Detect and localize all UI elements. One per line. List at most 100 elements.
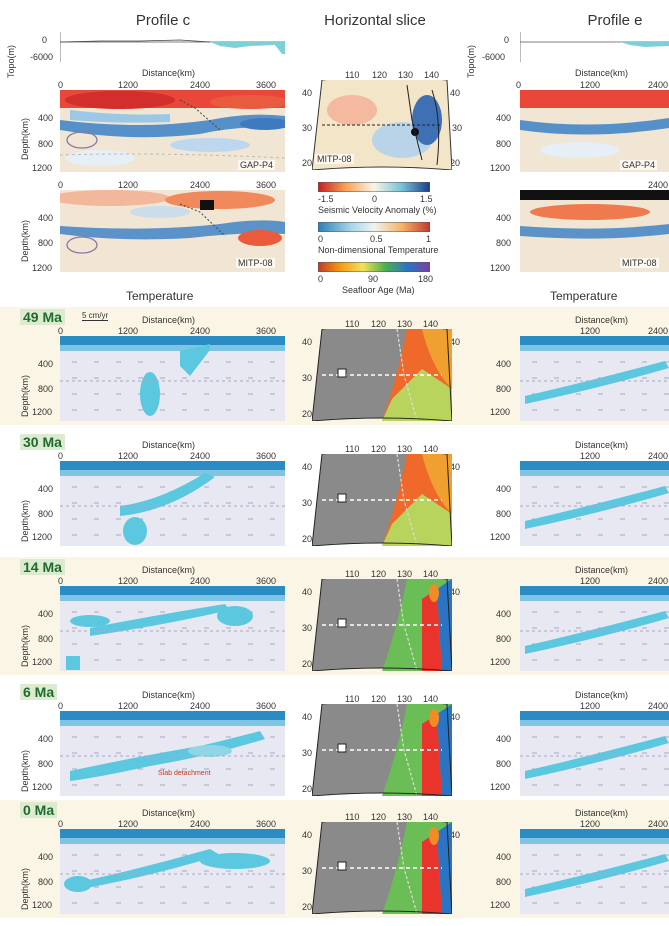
depth-tick-c1-1200: 1200 bbox=[32, 163, 53, 173]
distance-label-e: Distance(km) bbox=[575, 565, 629, 575]
map-lat-30: 30 bbox=[302, 498, 313, 508]
depth-label-c1: Depth(km) bbox=[20, 117, 30, 160]
seafloor-age-map bbox=[312, 579, 452, 671]
map-lat-40-e: 40 bbox=[450, 88, 461, 98]
snapshot-age-label: 14 Ma bbox=[20, 559, 65, 575]
profile-e-title: Profile e bbox=[587, 12, 643, 29]
map-lon-tick: 110 bbox=[345, 812, 360, 822]
map-lat-20: 20 bbox=[302, 409, 313, 419]
map-lon-tick: 140 bbox=[423, 569, 439, 579]
cb-vel-tick-min: -1.5 bbox=[318, 194, 334, 204]
dist-tick: 3600 bbox=[256, 576, 277, 586]
dist-tick-e: 1200 bbox=[580, 819, 601, 829]
dist-tick: 0 bbox=[58, 576, 64, 586]
depth-tick-e: 1200 bbox=[490, 407, 511, 417]
dist-tick-e: 2400 bbox=[648, 326, 669, 336]
map-lon-tick: 110 bbox=[345, 319, 360, 329]
map-lat-40-e: 40 bbox=[450, 337, 461, 347]
depth-tick-e: 800 bbox=[496, 634, 512, 644]
horizontal-slice-title: Horizontal slice bbox=[324, 12, 426, 29]
map-lon-tick: 130 bbox=[397, 694, 413, 704]
depth-tick-c1-800: 800 bbox=[38, 139, 54, 149]
map-lon-tick: 120 bbox=[371, 319, 387, 329]
dist-tick: 2400 bbox=[190, 326, 211, 336]
topo-axis-label-e: Topo(m) bbox=[466, 44, 476, 78]
depth-tick-e: 1200 bbox=[490, 782, 511, 792]
model-label-mitp-08: MITP-08 bbox=[236, 258, 275, 268]
map-lon-tick: 130 bbox=[397, 812, 413, 822]
depth-tick-e: 800 bbox=[496, 759, 512, 769]
map-lon-tick: 140 bbox=[423, 319, 439, 329]
cb-age-title: Seafloor Age (Ma) bbox=[342, 285, 415, 295]
temperature-title-c: Temperature bbox=[126, 289, 194, 303]
distance-label-e: Distance(km) bbox=[575, 808, 629, 818]
seafloor-age-map bbox=[312, 704, 452, 796]
snapshot-age-label: 6 Ma bbox=[20, 684, 58, 700]
map-lat-40-e: 40 bbox=[450, 587, 461, 597]
depth-tick-c2-400: 400 bbox=[38, 213, 54, 223]
map-lon-tick: 140 bbox=[423, 694, 439, 704]
depth-tick-e: 400 bbox=[496, 359, 512, 369]
cb-vel-tick-max: 1.5 bbox=[420, 194, 433, 204]
depth-tick-e: 1200 bbox=[490, 900, 511, 910]
distance-label-e: Distance(km) bbox=[575, 440, 629, 450]
dist-tick-c2-0: 0 bbox=[58, 180, 64, 190]
depth-tick: 1200 bbox=[32, 532, 53, 542]
map-lat-40-e: 40 bbox=[450, 830, 461, 840]
map-lat-40: 40 bbox=[302, 462, 313, 472]
depth-label: Depth(km) bbox=[20, 867, 30, 910]
dist-tick-e1-1: 1200 bbox=[580, 80, 601, 90]
depth-label: Depth(km) bbox=[20, 749, 30, 792]
seafloor-age-map bbox=[312, 822, 452, 914]
depth-tick-e: 400 bbox=[496, 852, 512, 862]
distance-label: Distance(km) bbox=[142, 315, 196, 325]
depth-tick: 400 bbox=[38, 609, 54, 619]
snapshot-age-label: 49 Ma bbox=[20, 309, 65, 325]
distance-label: Distance(km) bbox=[142, 808, 196, 818]
depth-tick-e: 1200 bbox=[490, 532, 511, 542]
dist-tick-c1-3: 3600 bbox=[256, 80, 277, 90]
map-lat-30: 30 bbox=[302, 623, 313, 633]
depth-tick-e: 400 bbox=[496, 484, 512, 494]
dist-tick-e: 1200 bbox=[580, 701, 601, 711]
cb-temp-tick-0: 0 bbox=[318, 234, 324, 244]
dist-tick: 3600 bbox=[256, 701, 277, 711]
topo-e-tick-0: 0 bbox=[504, 35, 510, 45]
cb-vel-title: Seismic Velocity Anomaly (%) bbox=[318, 205, 437, 215]
topo-profile-e bbox=[520, 32, 669, 62]
depth-tick: 800 bbox=[38, 634, 54, 644]
distance-label-e1: Distance(km) bbox=[575, 68, 629, 78]
dist-tick-c2-2: 2400 bbox=[190, 180, 211, 190]
map-lon-tick: 130 bbox=[397, 569, 413, 579]
map-lon-tick: 120 bbox=[371, 569, 387, 579]
temperature-profile-e bbox=[520, 336, 669, 421]
depth-tick: 800 bbox=[38, 384, 54, 394]
profile-c-title: Profile c bbox=[135, 12, 191, 29]
map-lon-tick: 140 bbox=[423, 812, 439, 822]
temperature-profile-e bbox=[520, 711, 669, 796]
cb-vel-tick-mid: 0 bbox=[372, 194, 378, 204]
dist-tick: 3600 bbox=[256, 819, 277, 829]
distance-label-e: Distance(km) bbox=[575, 690, 629, 700]
map-lat-30-w: 30 bbox=[302, 123, 313, 133]
map-lon-tick: 140 bbox=[423, 444, 439, 454]
dist-tick-e1-0: 0 bbox=[516, 80, 522, 90]
depth-tick-e2-400: 400 bbox=[496, 213, 512, 223]
map-lon-tick: 130 bbox=[397, 444, 413, 454]
map-lon-110: 110 bbox=[345, 70, 360, 80]
dist-tick-e: 2400 bbox=[648, 819, 669, 829]
depth-label: Depth(km) bbox=[20, 499, 30, 542]
depth-tick: 800 bbox=[38, 759, 54, 769]
map-lat-30: 30 bbox=[302, 866, 313, 876]
map-lon-tick: 110 bbox=[345, 569, 360, 579]
depth-tick: 400 bbox=[38, 484, 54, 494]
depth-tick: 1200 bbox=[32, 407, 53, 417]
topo-tick-min: -6000 bbox=[30, 52, 54, 62]
slab-detachment-label: Slab detachment bbox=[158, 770, 211, 777]
depth-tick: 1200 bbox=[32, 900, 53, 910]
map-lat-30: 30 bbox=[302, 373, 313, 383]
depth-label-c2: Depth(km) bbox=[20, 219, 30, 262]
dist-tick-e: 1200 bbox=[580, 576, 601, 586]
cb-temp-title: Non-dimensional Temperature bbox=[318, 245, 439, 255]
depth-tick-e: 400 bbox=[496, 609, 512, 619]
